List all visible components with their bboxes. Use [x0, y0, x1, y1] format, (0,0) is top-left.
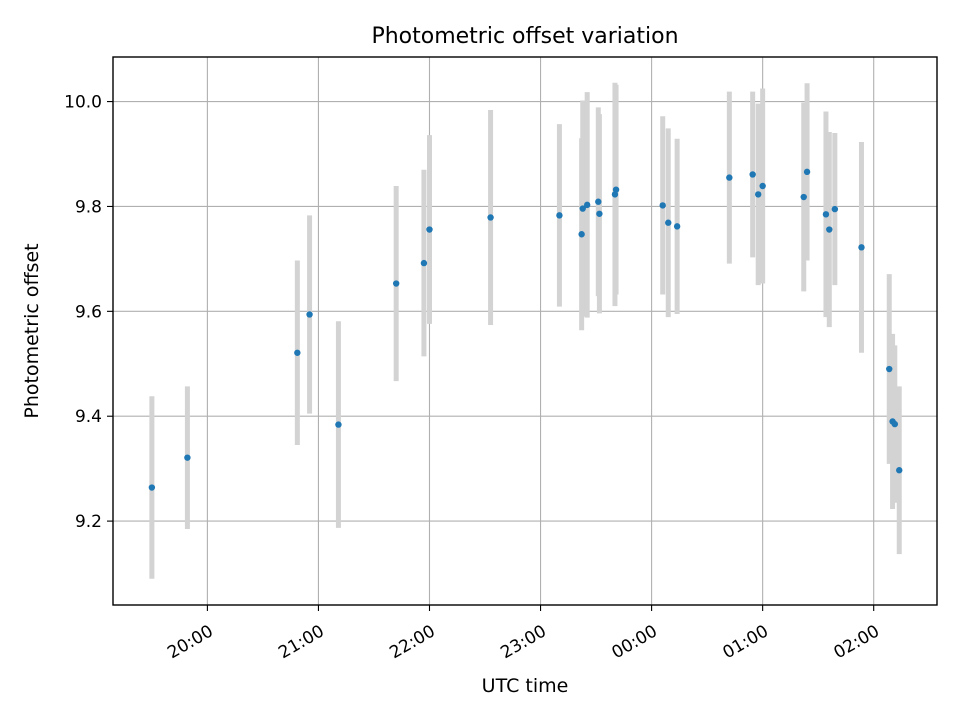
data-point	[420, 259, 428, 267]
y-axis-ticks: 9.2 9.4 9.6 9.8 10.0	[64, 93, 113, 532]
data-point	[896, 467, 903, 474]
data-point	[803, 168, 811, 176]
grid-lines	[113, 57, 937, 605]
x-tick-label: 20:00	[164, 621, 216, 663]
y-tick-label: 9.8	[75, 197, 102, 217]
x-tick-label: 02:00	[831, 621, 883, 663]
y-tick-label: 10.0	[64, 93, 102, 113]
data-point	[886, 365, 893, 373]
data-point	[822, 211, 830, 218]
data-point	[726, 174, 733, 181]
x-tick-label: 21:00	[275, 621, 327, 663]
data-point	[665, 219, 672, 226]
x-tick-label: 01:00	[720, 621, 772, 663]
data-point	[749, 171, 756, 178]
x-tick-label: 22:00	[386, 621, 438, 663]
data-point	[578, 231, 585, 238]
data-point	[759, 182, 766, 190]
data-point	[659, 202, 666, 209]
data-point	[148, 484, 156, 491]
data-point	[306, 311, 313, 318]
y-axis-label: Photometric offset	[21, 243, 43, 418]
chart-title: Photometric offset variation	[371, 24, 678, 49]
data-points	[148, 168, 903, 491]
data-point	[556, 212, 563, 219]
data-point	[579, 205, 586, 212]
y-tick-label: 9.2	[75, 512, 102, 532]
error-bars	[149, 82, 902, 579]
data-point	[487, 214, 494, 221]
x-tick-label: 00:00	[608, 621, 660, 663]
x-axis-ticks: 20:00 21:00 22:00 23:00 00:00 01:00 02:00	[164, 605, 883, 663]
y-tick-label: 9.4	[75, 407, 102, 427]
y-tick-label: 9.6	[75, 302, 102, 322]
x-tick-label: 23:00	[497, 621, 549, 663]
data-point	[858, 244, 865, 251]
plot-frame	[112, 56, 938, 606]
data-point	[184, 454, 191, 461]
data-point	[831, 205, 839, 213]
x-axis-label: UTC time	[482, 675, 569, 697]
data-point	[426, 226, 433, 233]
data-point	[583, 201, 591, 209]
data-point	[891, 420, 899, 428]
data-point	[800, 193, 807, 201]
data-point	[596, 210, 603, 217]
data-point	[595, 198, 602, 205]
data-point	[335, 421, 342, 428]
data-point	[612, 186, 620, 193]
data-point	[392, 280, 400, 287]
data-point	[673, 223, 681, 230]
data-point	[755, 191, 762, 198]
data-point	[826, 226, 833, 233]
data-point	[294, 349, 301, 356]
